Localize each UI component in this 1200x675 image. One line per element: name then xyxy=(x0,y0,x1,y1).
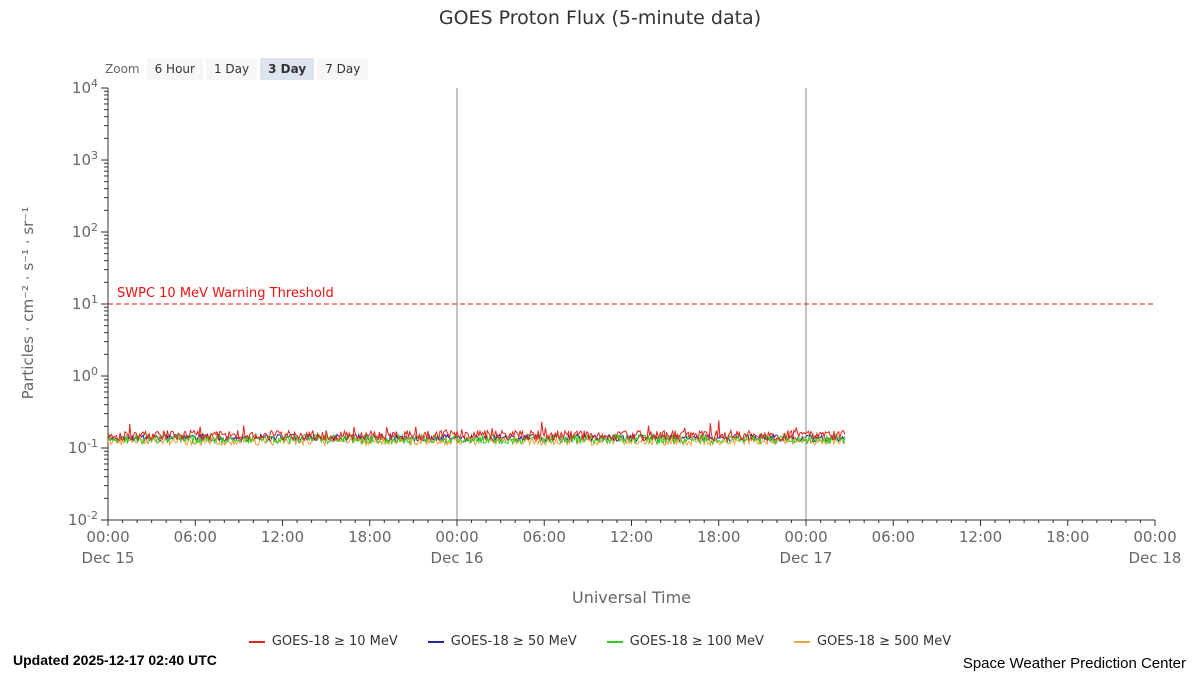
updated-timestamp: Updated 2025-12-17 02:40 UTC xyxy=(13,652,217,668)
x-tick-label: 18:00 xyxy=(697,528,741,546)
legend-label: GOES-18 ≥ 50 MeV xyxy=(450,634,577,649)
chart-title: GOES Proton Flux (5-minute data) xyxy=(438,7,762,29)
y-tick-label: 10-2 xyxy=(67,509,98,529)
legend-item-goes-18-100-mev[interactable]: GOES-18 ≥ 100 MeV xyxy=(606,634,764,649)
legend-line-icon xyxy=(793,640,810,643)
x-tick-label: 12:00 xyxy=(958,528,1003,546)
zoom-button-1-day[interactable]: 1 Day xyxy=(205,58,258,80)
x-tick-label: 00:00 xyxy=(1133,528,1177,546)
legend-line-icon xyxy=(248,640,265,643)
x-tick-label: 12:00 xyxy=(260,528,305,546)
x-tick-label: 06:00 xyxy=(522,528,566,546)
zoom-button-group: 6 Hour 1 Day 3 Day 7 Day xyxy=(146,58,369,80)
legend-item-goes-18-500-mev[interactable]: GOES-18 ≥ 500 MeV xyxy=(793,634,952,649)
zoom-button-3-day[interactable]: 3 Day xyxy=(260,58,315,80)
source-credit: Space Weather Prediction Center xyxy=(962,655,1186,672)
x-tick-label: 18:00 xyxy=(348,528,392,546)
legend-item-goes-18-10-mev[interactable]: GOES-18 ≥ 10 MeV xyxy=(248,634,398,649)
x-tick-label: 00:00 xyxy=(435,528,479,546)
legend-line-icon xyxy=(427,640,444,643)
x-tick-label: 00:00 xyxy=(86,528,130,546)
series-line-goes-18-100-mev xyxy=(107,432,846,446)
x-date-label: Dec 17 xyxy=(779,549,833,567)
x-tick-label: 00:00 xyxy=(784,528,828,546)
x-tick-label: 06:00 xyxy=(173,528,217,546)
zoom-button-7-day[interactable]: 7 Day xyxy=(317,58,369,80)
legend-label: GOES-18 ≥ 10 MeV xyxy=(271,634,398,649)
threshold-label: SWPC 10 MeV Warning Threshold xyxy=(117,286,334,301)
zoom-toolbar: Zoom 6 Hour 1 Day 3 Day 7 Day xyxy=(105,58,369,80)
legend-label: GOES-18 ≥ 500 MeV xyxy=(816,634,952,649)
legend-label: GOES-18 ≥ 100 MeV xyxy=(629,634,764,649)
x-tick-label: 06:00 xyxy=(871,528,915,546)
y-tick-label: 104 xyxy=(71,77,98,97)
x-tick-label: 18:00 xyxy=(1046,528,1090,546)
y-tick-label: 100 xyxy=(71,365,98,385)
x-date-label: Dec 15 xyxy=(81,549,135,567)
series-line-goes-18-10-mev xyxy=(107,420,846,443)
x-axis-title: Universal Time xyxy=(571,588,691,607)
zoom-button-6-hour[interactable]: 6 Hour xyxy=(146,58,203,80)
legend: GOES-18 ≥ 10 MeV GOES-18 ≥ 50 MeV GOES-18 … xyxy=(0,634,1200,649)
legend-item-goes-18-50-mev[interactable]: GOES-18 ≥ 50 MeV xyxy=(427,634,577,649)
y-tick-label: 102 xyxy=(71,221,98,241)
series-line-goes-18-500-mev xyxy=(107,435,846,448)
legend-line-icon xyxy=(606,640,623,643)
y-tick-label: 101 xyxy=(71,293,98,313)
x-date-label: Dec 16 xyxy=(430,549,484,567)
y-tick-label: 103 xyxy=(71,149,98,169)
x-tick-label: 12:00 xyxy=(609,528,654,546)
zoom-label: Zoom xyxy=(105,62,140,76)
y-tick-label: 10-1 xyxy=(67,437,98,457)
x-date-label: Dec 18 xyxy=(1128,549,1182,567)
